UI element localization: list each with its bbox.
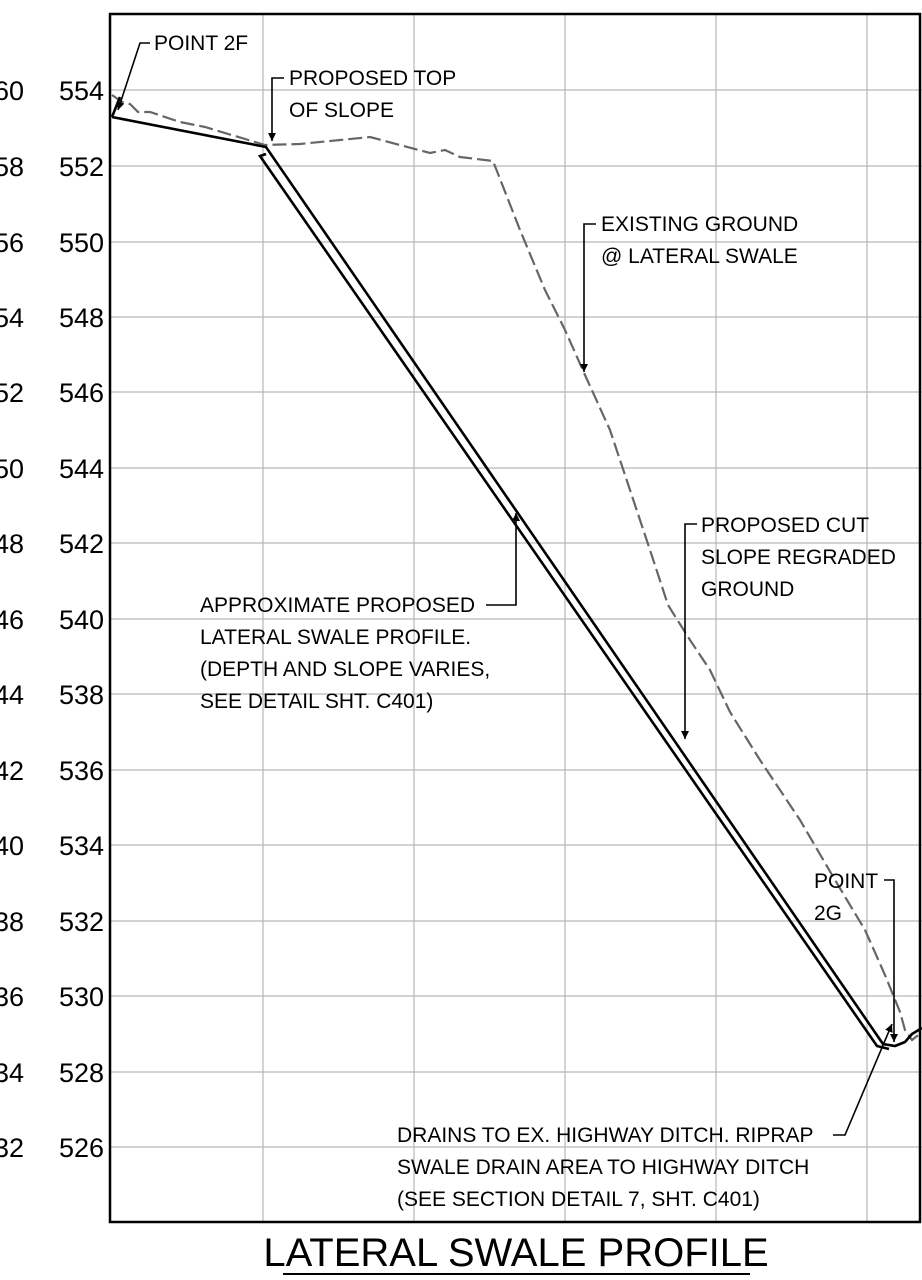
- elevation-label: 58: [0, 152, 24, 182]
- elevation-label: 552: [59, 152, 104, 182]
- elevation-label: 44: [0, 680, 24, 710]
- elevation-label: 546: [59, 378, 104, 408]
- drains-leader: [833, 1023, 893, 1136]
- elevation-label: 528: [59, 1058, 104, 1088]
- elevation-label: 34: [0, 1058, 24, 1088]
- elevation-label: 550: [59, 228, 104, 258]
- elevation-label: 32: [0, 1133, 24, 1163]
- elevation-label: 50: [0, 454, 24, 484]
- elevation-label: 60: [0, 76, 24, 106]
- elevation-label: 538: [59, 680, 104, 710]
- elevation-label: 36: [0, 982, 24, 1012]
- elevation-label: 534: [59, 831, 104, 861]
- drawing-title: LATERAL SWALE PROFILE: [263, 1231, 768, 1275]
- elevation-label: 530: [59, 982, 104, 1012]
- elevation-label: 554: [59, 76, 104, 106]
- proposed-profile-outer-line: [111, 115, 922, 1048]
- elevation-label: 536: [59, 756, 104, 786]
- drains-note-line: DRAINS TO EX. HIGHWAY DITCH. RIPRAP: [397, 1124, 814, 1147]
- elevation-label: 52: [0, 378, 24, 408]
- point-2g-note-line: POINT: [814, 870, 878, 893]
- elevation-label: 56: [0, 228, 24, 258]
- swale-profile-note-line: APPROXIMATE PROPOSED: [200, 594, 475, 617]
- elevation-labels-secondary: 60 58 56 54 52 50 48 46 44 42 40 38 36 3…: [0, 76, 24, 1163]
- swale-profile-note-line: LATERAL SWALE PROFILE.: [200, 626, 471, 649]
- leader-arrows: [116, 42, 898, 1136]
- proposed-cut-note-line: SLOPE REGRADED: [701, 546, 896, 569]
- existing-ground-note-line: @ LATERAL SWALE: [601, 245, 798, 268]
- annotations: POINT 2F PROPOSED TOP OF SLOPE EXISTING …: [154, 32, 896, 1211]
- elevation-label: 548: [59, 303, 104, 333]
- drawing-border: [108, 12, 922, 1224]
- proposed-profile-inner-line: [257, 152, 890, 1051]
- point-2f-label: POINT 2F: [154, 32, 248, 55]
- point-2g-note-line: 2G: [814, 902, 842, 925]
- drains-note-line: (SEE SECTION DETAIL 7, SHT. C401): [397, 1188, 760, 1211]
- top-of-slope-note-line: PROPOSED TOP: [289, 67, 456, 90]
- existing-ground-leader: [580, 223, 596, 372]
- drains-note-line: SWALE DRAIN AREA TO HIGHWAY DITCH: [397, 1156, 809, 1179]
- proposed-cut-leader: [681, 523, 697, 739]
- top-of-slope-note-line: OF SLOPE: [289, 99, 394, 122]
- existing-ground-note-line: EXISTING GROUND: [601, 213, 798, 236]
- point-2f-tick: [110, 96, 122, 118]
- elevation-label: 544: [59, 454, 104, 484]
- elevation-label: 46: [0, 605, 24, 635]
- existing-ground-line: [111, 94, 922, 1042]
- proposed-cut-note-line: GROUND: [701, 578, 794, 601]
- elevation-labels-primary: 554 552 550 548 546 544 542 540 538 536 …: [59, 76, 104, 1163]
- elevation-label: 54: [0, 303, 24, 333]
- elevation-label: 526: [59, 1133, 104, 1163]
- elevation-label: 40: [0, 831, 24, 861]
- elevation-label: 48: [0, 529, 24, 559]
- swale-profile-note-line: (DEPTH AND SLOPE VARIES,: [200, 658, 490, 681]
- proposed-swale-profile: [110, 96, 922, 1051]
- elevation-label: 540: [59, 605, 104, 635]
- point-2g-leader: [884, 879, 898, 1042]
- elevation-label: 38: [0, 907, 24, 937]
- proposed-cut-note-line: PROPOSED CUT: [701, 514, 869, 537]
- elevation-label: 532: [59, 907, 104, 937]
- elevation-label: 542: [59, 529, 104, 559]
- swale-profile-leader: [486, 513, 520, 606]
- swale-profile-note-line: SEE DETAIL SHT. C401): [200, 690, 433, 713]
- grid-lines: [110, 14, 922, 1222]
- elevation-label: 42: [0, 756, 24, 786]
- point-2f-leader: [116, 42, 150, 111]
- top-of-slope-leader: [268, 77, 284, 141]
